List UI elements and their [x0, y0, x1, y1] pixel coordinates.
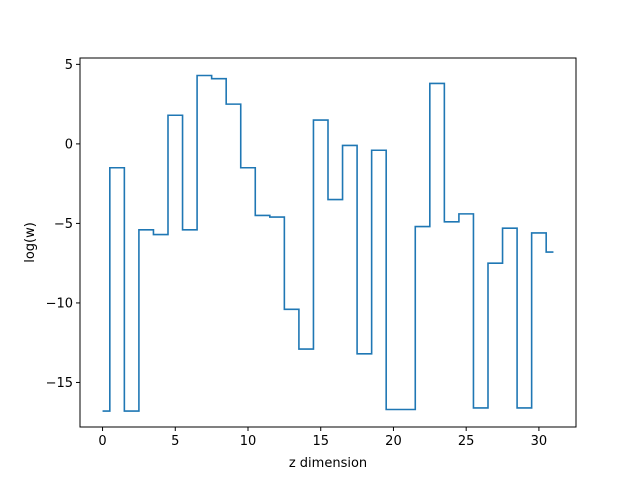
x-tick-label: 30 — [531, 434, 548, 449]
x-tick-label: 15 — [312, 434, 329, 449]
x-tick-label: 20 — [385, 434, 402, 449]
series-line-0 — [102, 74, 554, 412]
tick-layer: 0 5 10 15 20 25 30 5 0 −5 −10 −15 — [46, 58, 548, 449]
y-axis-label: log(w) — [23, 222, 38, 263]
plot-frame — [79, 57, 577, 428]
plot-area — [80, 58, 576, 427]
y-tick-label: −15 — [46, 376, 73, 391]
series-layer — [102, 74, 554, 412]
x-tick-label: 10 — [240, 434, 257, 449]
y-tick-label: 5 — [65, 58, 73, 73]
x-tick-label: 5 — [171, 434, 179, 449]
x-tick-label: 0 — [98, 434, 106, 449]
x-tick-label: 25 — [458, 434, 475, 449]
x-axis-label: z dimension — [289, 456, 367, 471]
y-tick-label: −10 — [46, 296, 73, 311]
y-tick-label: −5 — [54, 217, 73, 232]
y-tick-label: 0 — [65, 137, 73, 152]
